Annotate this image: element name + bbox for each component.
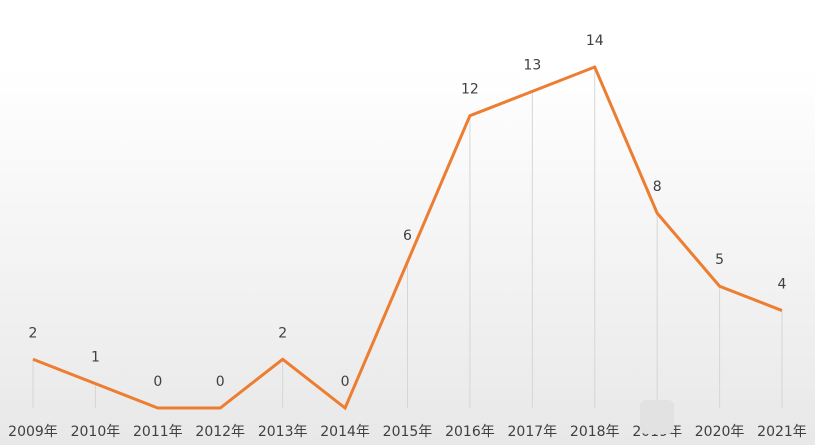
x-tick-label: 2021年 — [757, 424, 807, 440]
x-tick-label: 2015年 — [383, 424, 433, 440]
data-label: 1 — [91, 350, 100, 366]
data-label: 2 — [29, 325, 38, 341]
watermark-icon — [640, 400, 674, 434]
x-tick-label: 2018年 — [570, 424, 620, 440]
x-tick-label: 2012年 — [195, 424, 245, 440]
data-label: 0 — [153, 374, 162, 390]
x-tick-label: 2009年 — [8, 424, 58, 440]
data-label: 12 — [461, 82, 479, 98]
data-label: 2 — [278, 325, 287, 341]
x-tick-label: 2017年 — [508, 424, 558, 440]
data-label: 6 — [403, 228, 412, 244]
data-label: 4 — [778, 277, 787, 293]
data-label: 0 — [216, 374, 225, 390]
x-tick-label: 2020年 — [695, 424, 745, 440]
watermark-group — [640, 400, 674, 434]
x-tick-label: 2016年 — [445, 424, 495, 440]
data-label: 0 — [341, 374, 350, 390]
x-tick-label: 2010年 — [71, 424, 121, 440]
x-tick-label: 2011年 — [133, 424, 183, 440]
x-tick-label: 2013年 — [258, 424, 308, 440]
x-tick-label: 2014年 — [320, 424, 370, 440]
data-label: 13 — [523, 57, 541, 73]
data-label: 5 — [715, 252, 724, 268]
data-line — [32, 65, 783, 411]
data-label: 14 — [586, 33, 604, 49]
data-label: 8 — [653, 179, 662, 195]
